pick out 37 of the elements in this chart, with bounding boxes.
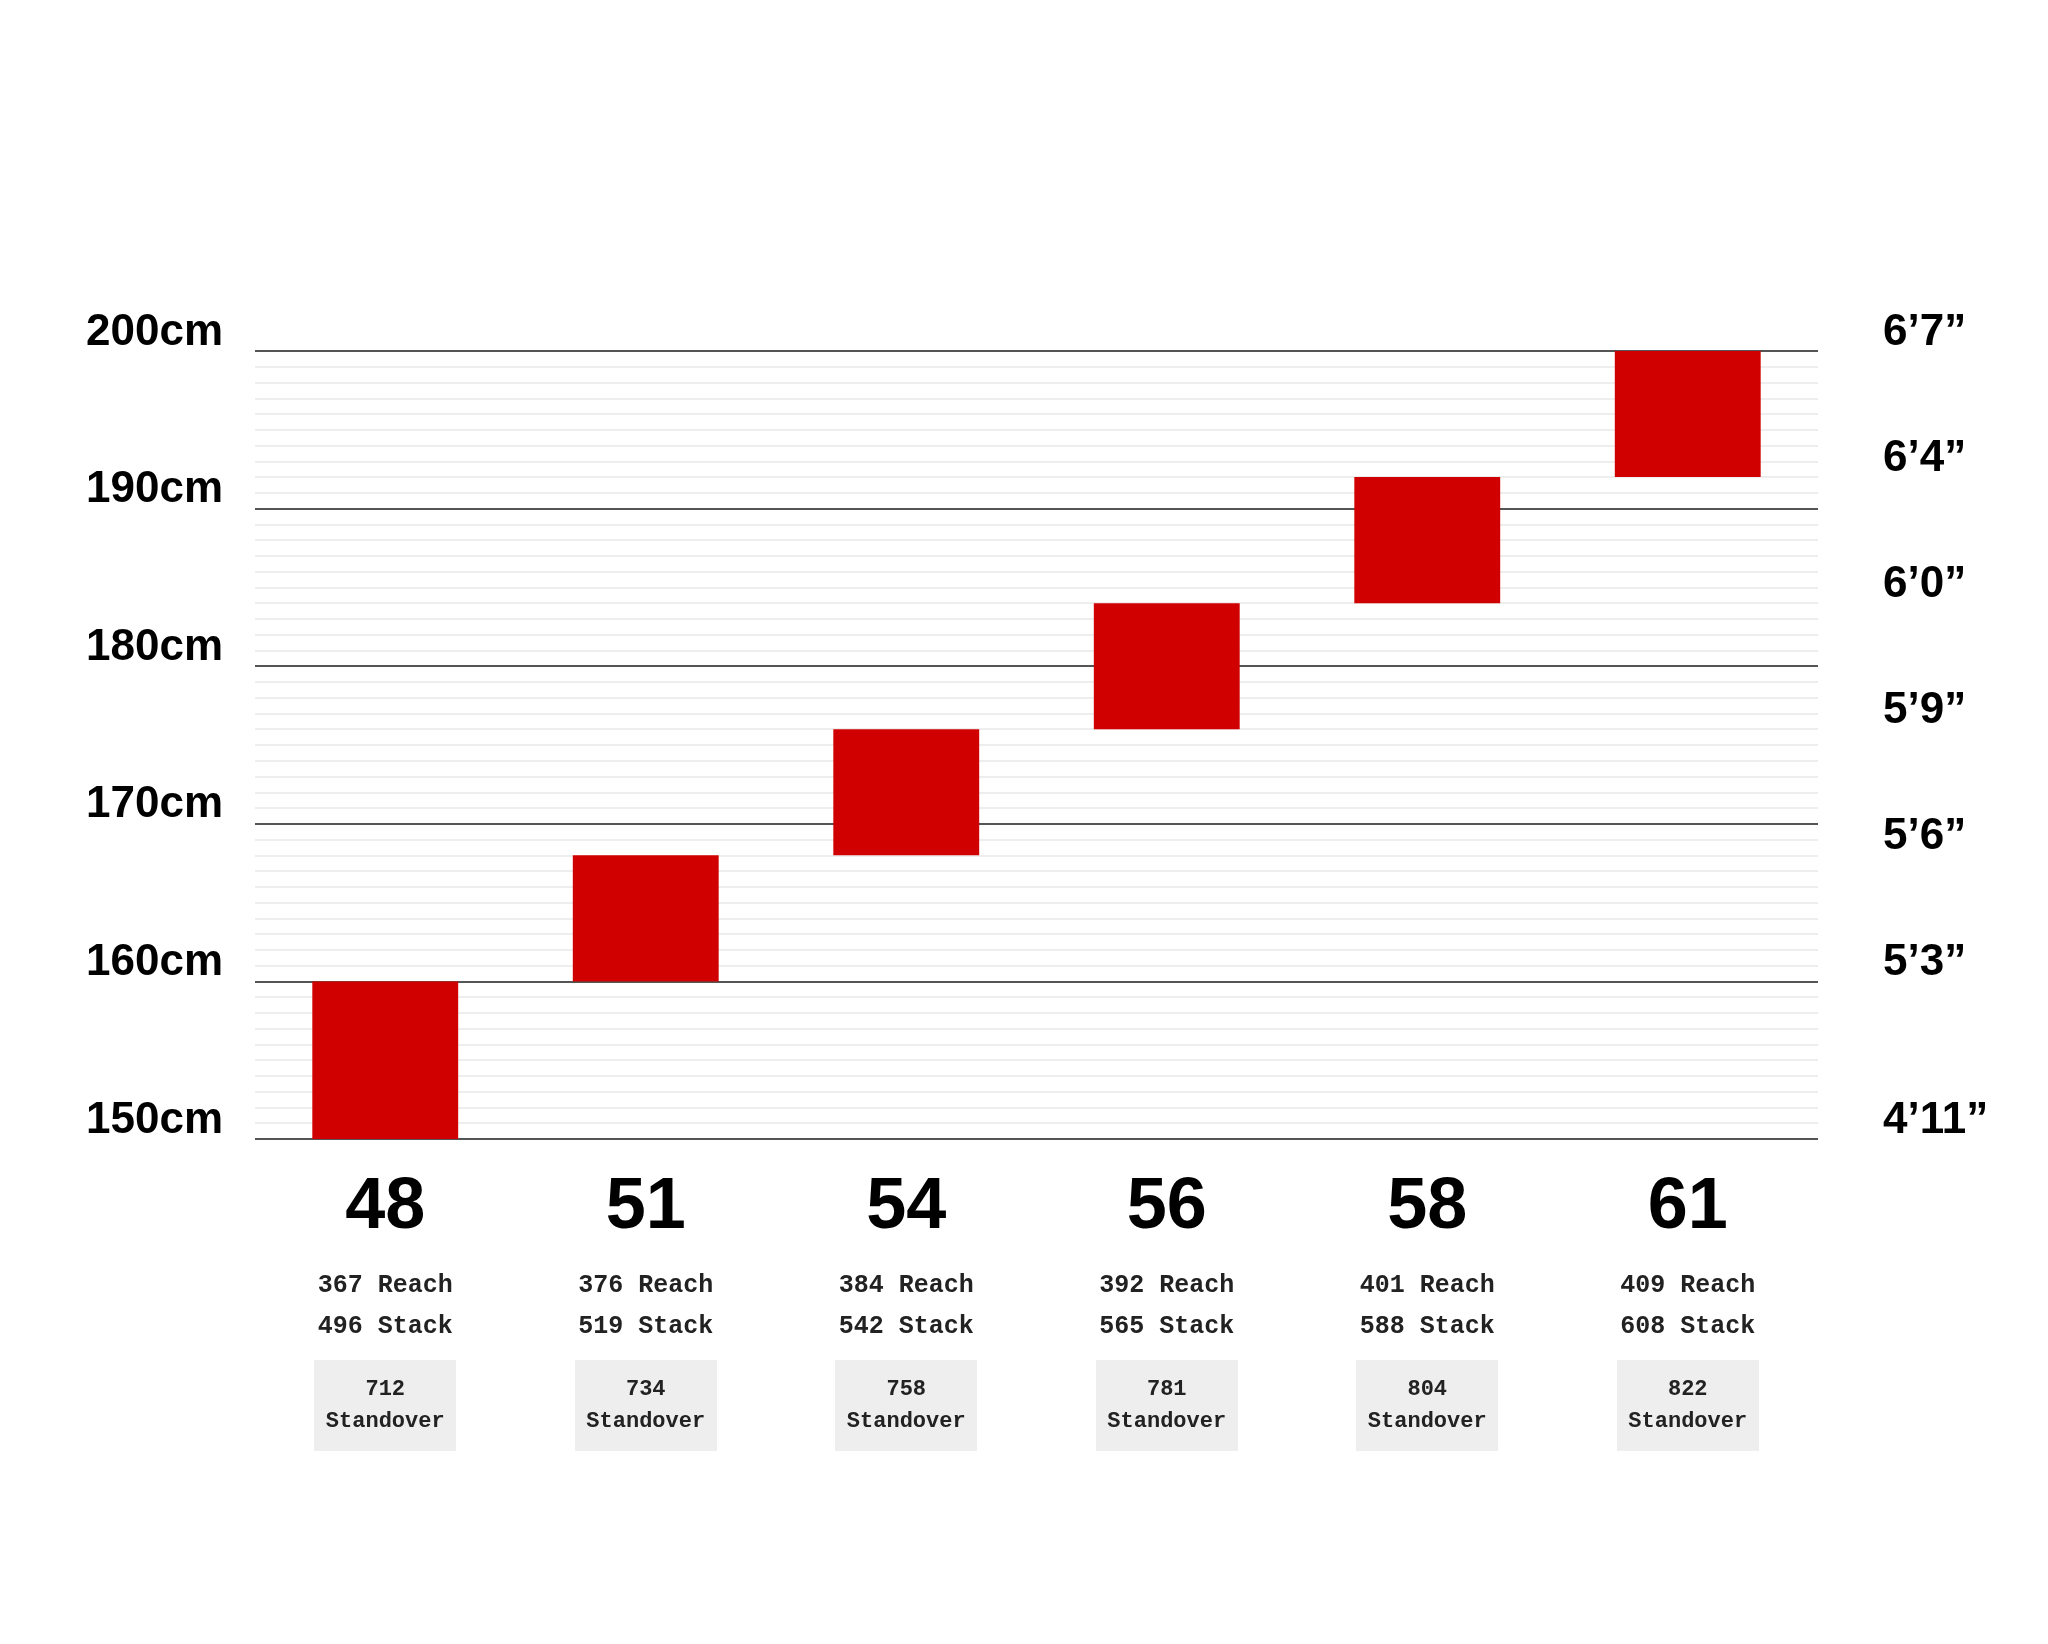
x-tick-label: 56 (1126, 1163, 1207, 1243)
category-label: 5’9” (1883, 682, 1967, 732)
label-box: 734 Standover (574, 1360, 717, 1451)
y-tick-label: 190cm (86, 462, 224, 512)
category-label: 5’3” (1883, 934, 1967, 984)
text: 367 Reach (317, 1271, 453, 1301)
label-box: 781 Standover (1095, 1360, 1238, 1451)
text: 519 Stack (578, 1312, 714, 1342)
label-box: 822 Standover (1616, 1360, 1759, 1451)
text: 588 Stack (1359, 1312, 1495, 1342)
text: 565 Stack (1099, 1312, 1235, 1342)
x-tick-label: 54 (866, 1163, 947, 1243)
category-label: 6’4” (1883, 430, 1967, 480)
text: 496 Stack (317, 1312, 453, 1342)
text: 409 Reach (1620, 1271, 1756, 1301)
text: 376 Reach (578, 1271, 714, 1301)
category-label: 5’6” (1883, 808, 1967, 858)
text: 608 Stack (1620, 1312, 1756, 1342)
label-box: 758 Standover (835, 1360, 978, 1451)
label-box: 804 Standover (1356, 1360, 1499, 1451)
y-tick-label: 160cm (86, 934, 224, 984)
label-box: 712 Standover (314, 1360, 457, 1451)
x-tick-label: 51 (605, 1163, 686, 1243)
y-tick-label: 170cm (86, 777, 224, 827)
text: 392 Reach (1099, 1271, 1235, 1301)
x-tick-label: 48 (345, 1163, 426, 1243)
text: 542 Stack (838, 1312, 974, 1342)
category-label: 6’0” (1883, 556, 1967, 606)
y-tick-label: 150cm (86, 1092, 224, 1142)
x-tick-label: 58 (1387, 1163, 1468, 1243)
category-label: 6’7” (1883, 304, 1967, 354)
text: 401 Reach (1359, 1271, 1495, 1301)
category-label: 4’11” (1883, 1092, 1989, 1142)
y-tick-label: 200cm (86, 304, 224, 354)
y-tick-label: 180cm (86, 619, 224, 669)
text: 384 Reach (838, 1271, 974, 1301)
x-tick-label: 61 (1647, 1163, 1728, 1243)
